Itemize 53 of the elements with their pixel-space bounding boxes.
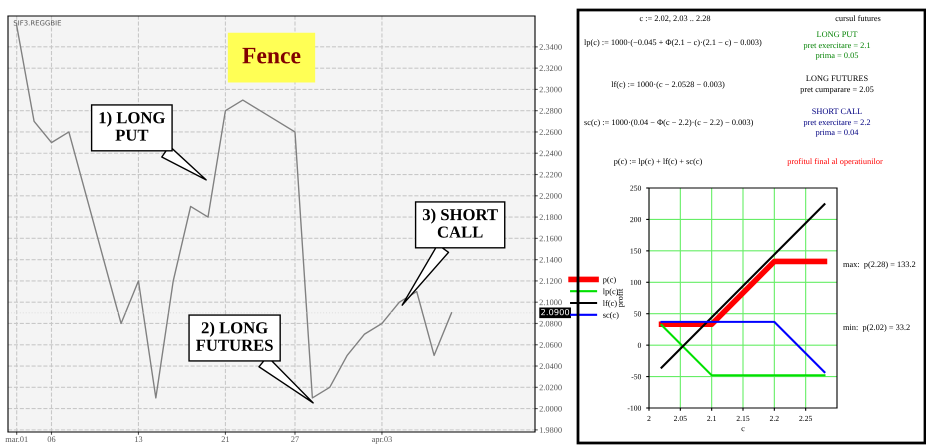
text: pret exercitare = 2.1: [804, 42, 870, 50]
y-tick-label: 2.0600: [540, 342, 562, 348]
y-tick-label: 2.1600: [540, 236, 562, 242]
text: lf(c) := 1000·(c − 2.0528 − 0.003): [611, 81, 724, 89]
y-tick-label: 2.3400: [540, 44, 562, 50]
text: c := 2.02, 2.03 .. 2.28: [640, 15, 710, 22]
text: max: p(2.28) = 133.2: [843, 261, 916, 269]
ref-line-label: 2.0900: [541, 308, 570, 316]
y-tick-label: 2.1400: [540, 256, 562, 263]
x-tick-label: 13: [135, 436, 142, 442]
y-tick-label: 2.1000: [540, 300, 562, 306]
text: profitul final al operatiunilor: [787, 158, 883, 166]
legend-label: lp(c): [602, 288, 618, 296]
x-tick-label: mar.01: [5, 436, 28, 442]
annotation: 2) LONG FUTURES: [196, 322, 273, 351]
x-tick-label: apr.03: [372, 436, 392, 444]
annotation: 1) LONG PUT: [100, 112, 165, 141]
line-series: [660, 203, 826, 369]
y-tick-label: 2.3200: [540, 65, 562, 72]
y-tick-label: 1.9800: [540, 427, 562, 433]
text: p(c) := lp(c) + lf(c) + sc(c): [614, 158, 702, 166]
y-tick-label: 2.0000: [540, 406, 562, 412]
y-tick-label: 2.2000: [540, 193, 562, 199]
text: min: p(2.02) = 33.2: [843, 324, 910, 332]
text: SHORT CALL: [812, 108, 862, 114]
y-tick-label: 2.2800: [540, 108, 562, 114]
annotation: 3) SHORT CALL: [422, 208, 498, 238]
text: pret cumparare = 2.05: [800, 86, 874, 94]
legend-label: sc(c): [603, 312, 619, 320]
y-tick-label: 2.0400: [540, 363, 562, 370]
y-tick-label: 2.3000: [540, 86, 562, 92]
x-tick-label: 27: [291, 436, 299, 442]
legend-label: lf(c): [602, 300, 617, 308]
y-tick-label: 2.2200: [540, 172, 562, 178]
text: cursul futures: [836, 15, 880, 22]
text: prima = 0.05: [816, 52, 858, 60]
y-tick-label: 2.2600: [540, 129, 562, 135]
legend-label: p(c): [602, 276, 616, 284]
y-tick-label: 2.1800: [540, 214, 562, 220]
text: Fence: [242, 48, 300, 64]
text: LONG FUTURES: [806, 75, 868, 82]
x-axis-title: c: [741, 427, 745, 432]
x-tick-label: 21: [222, 436, 230, 442]
text: lp(c) := 1000·(−0.045 + Φ(2.1 − c)·(2.1 − c) − 0.003): [584, 39, 762, 47]
text: LONG PUT: [816, 31, 858, 38]
text: prima = 0.04: [816, 129, 858, 137]
y-tick-label: 2.2400: [540, 150, 562, 156]
y-tick-label: 2.1200: [540, 278, 562, 284]
text: pret exercitare = 2.2: [804, 119, 870, 127]
x-tick-label: 06: [48, 436, 56, 442]
y-tick-label: 2.0200: [540, 384, 562, 390]
y-tick-label: 2.0800: [540, 320, 562, 326]
text: sc(c) := 1000·(0.04 − Φ(c − 2.2)·(c − 2.2) − 0.003): [584, 119, 753, 127]
